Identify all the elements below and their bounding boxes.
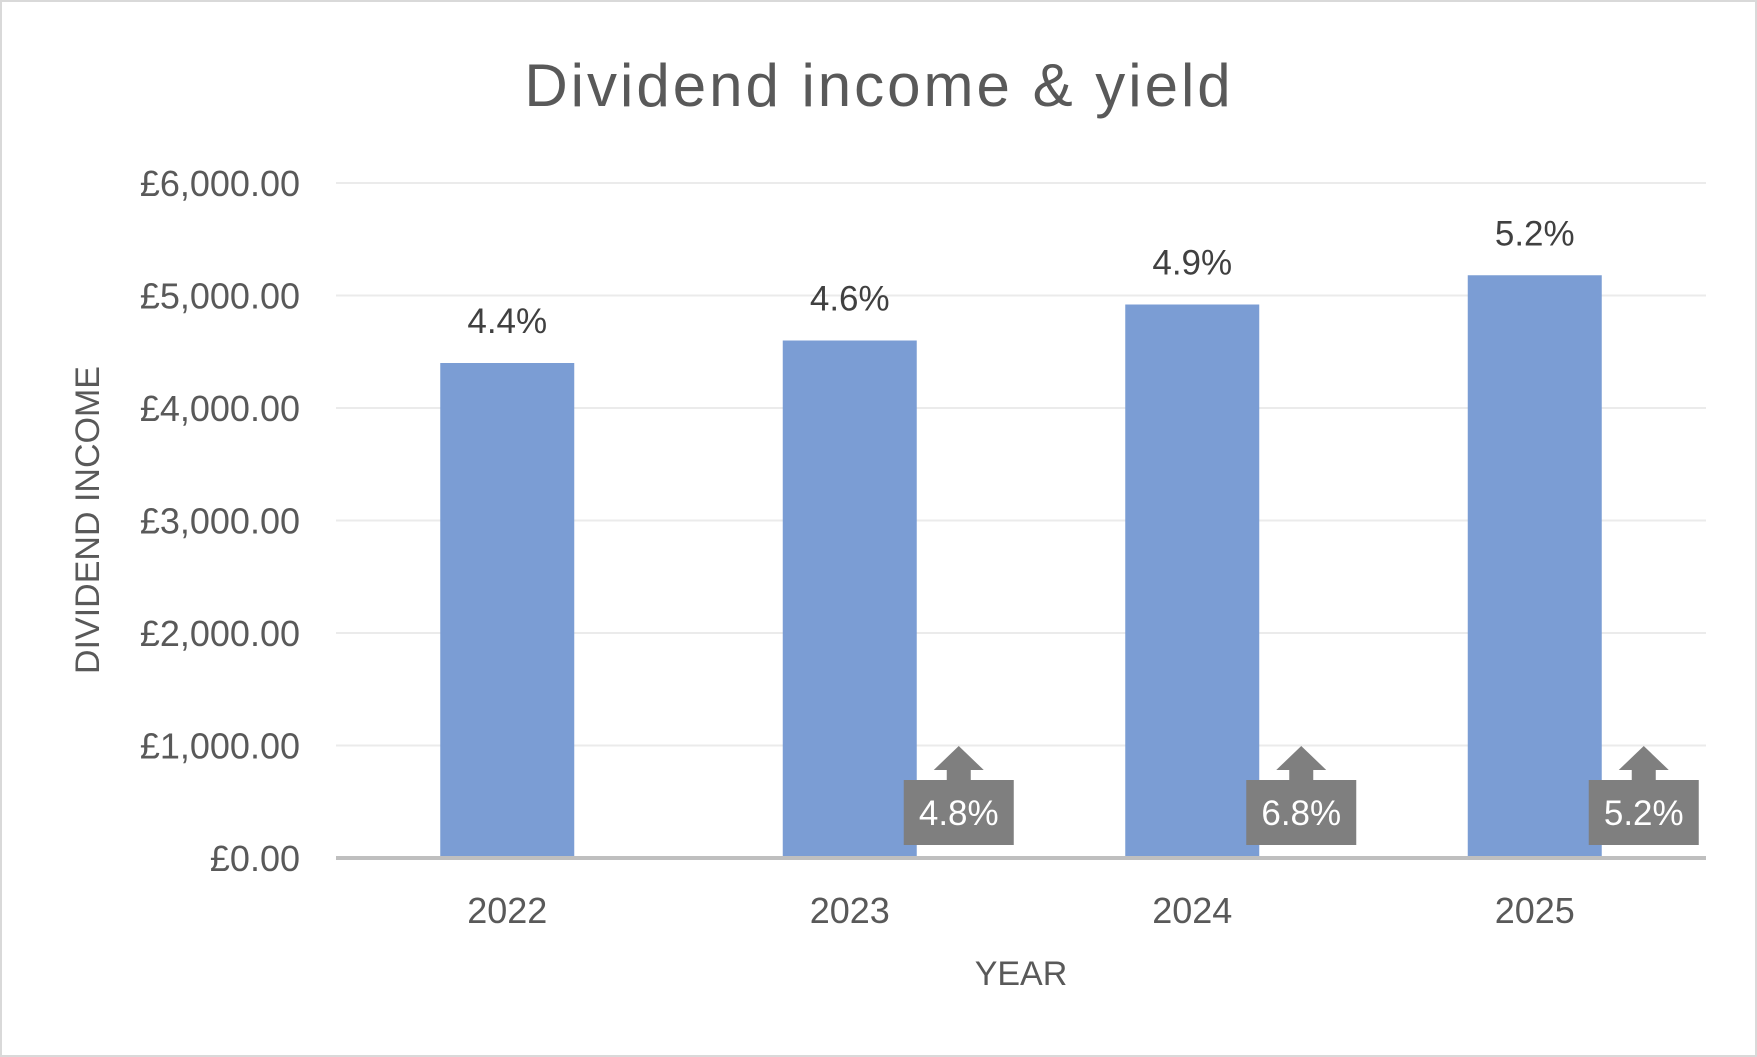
callout-box: [903, 780, 1014, 845]
y-tick-label: £3,000.00: [140, 501, 300, 542]
x-tick-label: 2022: [467, 890, 547, 931]
up-arrow-icon: [1618, 746, 1669, 781]
up-arrow-icon: [933, 746, 984, 781]
y-tick-label: £4,000.00: [140, 388, 300, 429]
callout-label: 6.8%: [1261, 794, 1341, 833]
bar: [440, 363, 575, 858]
y-tick-label: £0.00: [210, 838, 300, 879]
y-tick-label: £6,000.00: [140, 163, 300, 204]
bar: [1467, 275, 1602, 858]
bar: [782, 340, 917, 858]
callout-label: 5.2%: [1604, 794, 1684, 833]
y-tick-label: £5,000.00: [140, 276, 300, 317]
up-arrow-icon: [1276, 746, 1327, 781]
bar: [1125, 304, 1260, 858]
callout-box: [1246, 780, 1357, 845]
x-tick-label: 2025: [1495, 890, 1575, 931]
x-axis-title: YEAR: [975, 955, 1068, 993]
y-axis-title: DIVIDEND INCOME: [69, 366, 107, 674]
bar-data-label: 5.2%: [1495, 214, 1575, 253]
growth-callout: 5.2%: [1588, 746, 1699, 845]
growth-callout: 6.8%: [1246, 746, 1357, 845]
callout-box: [1588, 780, 1699, 845]
chart-title: Dividend income & yield: [524, 52, 1233, 119]
bar-data-label: 4.9%: [1152, 244, 1232, 283]
x-axis-ticks: 2022 2023 2024 2025: [467, 890, 1575, 931]
bar-data-label: 4.6%: [810, 280, 890, 319]
x-tick-label: 2024: [1152, 890, 1232, 931]
growth-callout: 4.8%: [903, 746, 1014, 845]
bar-data-label: 4.4%: [467, 302, 547, 341]
y-tick-label: £1,000.00: [140, 726, 300, 767]
x-tick-label: 2023: [810, 890, 890, 931]
y-tick-label: £2,000.00: [140, 613, 300, 654]
growth-callouts: 4.8% 6.8% 5.2%: [903, 746, 1699, 845]
bars: 4.4% 4.6% 4.9% 5.2%: [440, 214, 1602, 858]
y-axis-ticks: £0.00 £1,000.00 £2,000.00 £3,000.00 £4,000.0…: [140, 163, 300, 879]
callout-label: 4.8%: [919, 794, 999, 833]
